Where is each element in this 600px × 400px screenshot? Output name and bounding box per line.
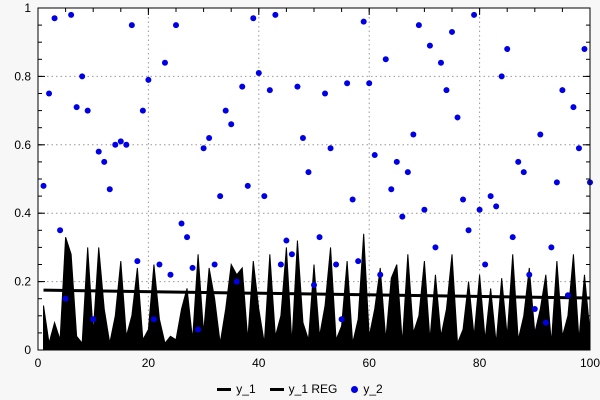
svg-text:0.4: 0.4 — [14, 206, 31, 220]
legend-label-y1: y_1 — [236, 382, 256, 396]
svg-text:60: 60 — [363, 356, 377, 370]
legend-item-y2: y_2 — [351, 382, 383, 396]
legend-label-y1reg: y_1 REG — [288, 382, 338, 396]
legend-label-y2: y_2 — [363, 382, 383, 396]
svg-text:40: 40 — [252, 356, 266, 370]
svg-text:20: 20 — [142, 356, 156, 370]
y1-line-swatch-icon — [217, 387, 232, 391]
y2-dot-swatch-icon — [351, 385, 359, 393]
svg-text:0.2: 0.2 — [14, 275, 31, 289]
svg-text:0: 0 — [35, 356, 42, 370]
svg-text:0: 0 — [24, 343, 31, 357]
svg-text:1: 1 — [24, 1, 31, 15]
svg-text:100: 100 — [580, 356, 600, 370]
legend-item-y1reg: y_1 REG — [269, 382, 338, 396]
legend: y_1 y_1 REG y_2 — [0, 382, 600, 396]
svg-text:80: 80 — [473, 356, 487, 370]
legend-item-y1: y_1 — [217, 382, 256, 396]
svg-text:0.6: 0.6 — [14, 138, 31, 152]
y1reg-line-swatch-icon — [269, 387, 284, 391]
svg-text:0.8: 0.8 — [14, 69, 31, 83]
